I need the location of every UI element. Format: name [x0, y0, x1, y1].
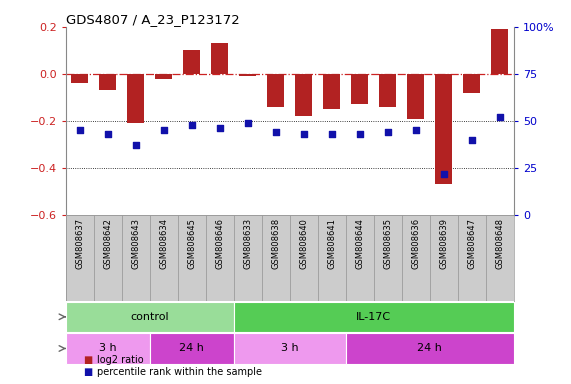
- Bar: [295, 74, 312, 116]
- Bar: [262, 215, 289, 301]
- Bar: [351, 74, 368, 104]
- Text: GSM808639: GSM808639: [439, 218, 448, 269]
- Bar: [71, 74, 88, 83]
- Text: GSM808642: GSM808642: [103, 218, 112, 268]
- Bar: [239, 74, 256, 76]
- Bar: [150, 215, 178, 301]
- Text: GSM808640: GSM808640: [299, 218, 308, 268]
- Bar: [374, 215, 402, 301]
- Text: GSM808641: GSM808641: [327, 218, 336, 268]
- Bar: [206, 215, 234, 301]
- Text: GSM808636: GSM808636: [411, 218, 420, 269]
- Text: 24 h: 24 h: [417, 343, 443, 354]
- Point: [215, 126, 224, 132]
- Text: GSM808646: GSM808646: [215, 218, 224, 269]
- Bar: [436, 74, 452, 184]
- Bar: [379, 74, 396, 107]
- Point: [159, 127, 168, 133]
- Text: GSM808643: GSM808643: [131, 218, 140, 269]
- Text: control: control: [130, 312, 169, 322]
- Bar: [99, 74, 116, 90]
- Point: [271, 129, 280, 135]
- Text: GSM808644: GSM808644: [355, 218, 364, 268]
- Text: IL-17C: IL-17C: [356, 312, 391, 322]
- Bar: [458, 215, 486, 301]
- Point: [187, 122, 196, 128]
- Point: [439, 170, 448, 177]
- Bar: [234, 215, 262, 301]
- Bar: [486, 215, 514, 301]
- Bar: [66, 333, 150, 364]
- Bar: [155, 74, 172, 79]
- Bar: [430, 215, 458, 301]
- Bar: [66, 215, 94, 301]
- Point: [299, 131, 308, 137]
- Bar: [94, 215, 122, 301]
- Text: log2 ratio: log2 ratio: [97, 355, 144, 365]
- Text: GSM808647: GSM808647: [468, 218, 476, 269]
- Text: percentile rank within the sample: percentile rank within the sample: [97, 367, 262, 377]
- Point: [75, 127, 85, 133]
- Point: [383, 129, 392, 135]
- Point: [411, 127, 420, 133]
- Bar: [66, 302, 234, 331]
- Point: [327, 131, 336, 137]
- Text: 24 h: 24 h: [179, 343, 204, 354]
- Bar: [150, 333, 234, 364]
- Text: GSM808634: GSM808634: [159, 218, 168, 269]
- Bar: [402, 215, 430, 301]
- Bar: [178, 215, 206, 301]
- Bar: [267, 74, 284, 107]
- Bar: [234, 333, 346, 364]
- Bar: [234, 302, 514, 331]
- Point: [243, 120, 252, 126]
- Text: GSM808645: GSM808645: [187, 218, 196, 268]
- Text: 3 h: 3 h: [281, 343, 299, 354]
- Bar: [318, 215, 346, 301]
- Bar: [290, 215, 318, 301]
- Text: GSM808648: GSM808648: [496, 218, 504, 269]
- Bar: [122, 215, 150, 301]
- Text: GSM808638: GSM808638: [271, 218, 280, 269]
- Point: [131, 142, 140, 149]
- Text: GSM808633: GSM808633: [243, 218, 252, 269]
- Bar: [464, 74, 480, 93]
- Bar: [346, 333, 514, 364]
- Text: GDS4807 / A_23_P123172: GDS4807 / A_23_P123172: [66, 13, 239, 26]
- Text: ■: ■: [83, 355, 92, 365]
- Point: [495, 114, 504, 120]
- Point: [103, 131, 112, 137]
- Bar: [211, 43, 228, 74]
- Point: [467, 137, 476, 143]
- Bar: [323, 74, 340, 109]
- Bar: [183, 50, 200, 74]
- Bar: [346, 215, 374, 301]
- Text: ■: ■: [83, 367, 92, 377]
- Text: 3 h: 3 h: [99, 343, 116, 354]
- Text: GSM808635: GSM808635: [383, 218, 392, 269]
- Point: [355, 131, 364, 137]
- Text: GSM808637: GSM808637: [75, 218, 84, 269]
- Bar: [408, 74, 424, 119]
- Bar: [127, 74, 144, 123]
- Bar: [492, 29, 508, 74]
